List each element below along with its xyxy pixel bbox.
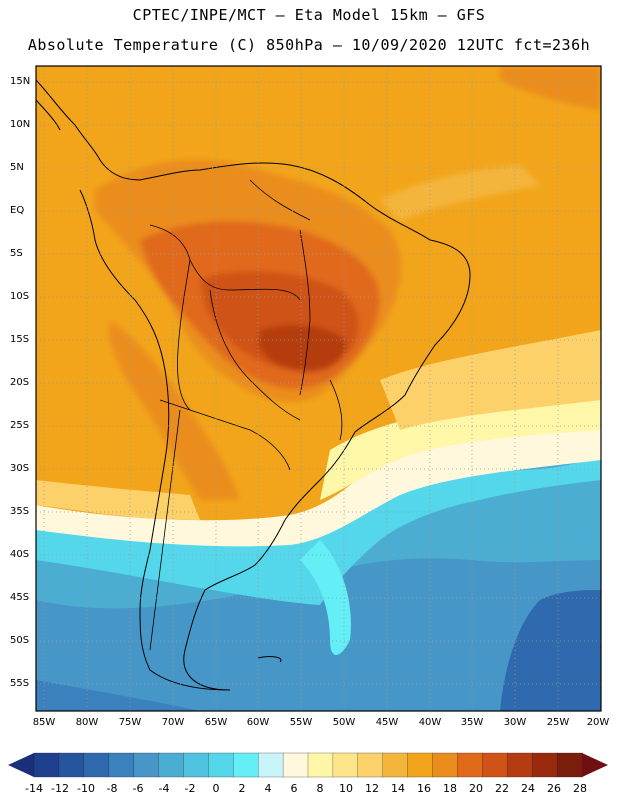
colorbar-swatch — [133, 752, 160, 778]
colorbar-label: 10 — [339, 782, 353, 795]
colorbar-label: 4 — [264, 782, 272, 795]
colorbar-swatch — [556, 752, 583, 778]
chart-title-line1: CPTEC/INPE/MCT – Eta Model 15km – GFS — [132, 6, 486, 24]
colorbar-label: 14 — [391, 782, 405, 795]
lon-label: 25W — [546, 717, 570, 728]
colorbar-swatch — [233, 752, 259, 778]
lat-label: 5S — [10, 248, 23, 259]
colorbar-swatch — [457, 752, 484, 778]
lon-label: 85W — [32, 717, 56, 728]
colorbar-label: -12 — [51, 782, 69, 795]
colorbar-swatch — [58, 752, 85, 778]
lat-label: 15S — [10, 334, 30, 345]
lon-label: 65W — [204, 717, 228, 728]
colorbar-label: 18 — [443, 782, 457, 795]
lon-label: 50W — [332, 717, 356, 728]
colorbar-label: 2 — [238, 782, 246, 795]
colorbar-label: -2 — [184, 782, 196, 795]
colorbar-swatch — [33, 752, 60, 778]
temperature-field — [36, 66, 601, 711]
lat-label: 15N — [10, 76, 31, 87]
colorbar-label: 0 — [212, 782, 220, 795]
colorbar-label: -14 — [25, 782, 43, 795]
colorbar-swatch — [507, 752, 533, 778]
colorbar-label: 8 — [316, 782, 324, 795]
lon-label: 30W — [503, 717, 527, 728]
colorbar-swatch — [83, 752, 110, 778]
colorbar-label: 12 — [365, 782, 379, 795]
lat-label: 20S — [10, 377, 30, 388]
colorbar-label: 6 — [290, 782, 298, 795]
chart-title-line2: Absolute Temperature (C) 850hPa – 10/09/… — [27, 36, 591, 54]
colorbar-label: -6 — [132, 782, 144, 795]
lat-label: 45S — [10, 592, 30, 603]
colorbar-swatch — [208, 752, 234, 778]
colorbar-swatch — [407, 752, 434, 778]
lat-label: 50S — [10, 635, 30, 646]
lat-label: 25S — [10, 420, 30, 431]
lat-label: 30S — [10, 463, 30, 474]
lon-label: 55W — [289, 717, 313, 728]
colorbar-high-cap — [582, 753, 608, 777]
colorbar-swatch — [432, 752, 459, 778]
colorbar-label: 16 — [417, 782, 431, 795]
colorbar-label: -8 — [106, 782, 118, 795]
lat-label: 55S — [10, 678, 30, 689]
colorbar-swatch — [482, 752, 508, 778]
colorbar-label: 24 — [521, 782, 535, 795]
colorbar-label: 22 — [495, 782, 509, 795]
colorbar-swatch — [258, 752, 284, 778]
colorbar-swatch — [282, 752, 309, 778]
lon-label: 40W — [418, 717, 442, 728]
lon-label: 80W — [75, 717, 99, 728]
colorbar-swatch — [332, 752, 359, 778]
lon-label: 70W — [161, 717, 185, 728]
lon-label: 45W — [375, 717, 399, 728]
lat-label: 35S — [10, 506, 30, 517]
colorbar-low-cap — [8, 753, 34, 777]
colorbar-label: -4 — [158, 782, 170, 795]
lon-label: 35W — [460, 717, 484, 728]
lat-label: 10N — [10, 119, 31, 130]
lon-label: 60W — [246, 717, 270, 728]
colorbar-swatch — [307, 752, 334, 778]
map-frame — [35, 65, 602, 712]
lat-label: 10S — [10, 291, 30, 302]
colorbar-label: 26 — [547, 782, 561, 795]
lon-label: 75W — [118, 717, 142, 728]
political-borders — [149, 179, 343, 651]
lat-label: 40S — [10, 549, 30, 560]
colorbar-label: 28 — [573, 782, 587, 795]
colorbar-swatch — [382, 752, 409, 778]
lat-label: EQ — [10, 205, 25, 216]
colorbar-label: 20 — [469, 782, 483, 795]
coastlines — [36, 79, 471, 691]
colorbar-swatch — [532, 752, 558, 778]
colorbar-swatch — [183, 752, 210, 778]
lat-label: 5N — [10, 162, 24, 173]
lon-label: 20W — [586, 717, 610, 728]
colorbar-swatch — [108, 752, 135, 778]
colorbar-swatch — [357, 752, 384, 778]
colorbar-label: -10 — [77, 782, 95, 795]
colorbar — [8, 752, 608, 778]
colorbar-swatch — [158, 752, 185, 778]
